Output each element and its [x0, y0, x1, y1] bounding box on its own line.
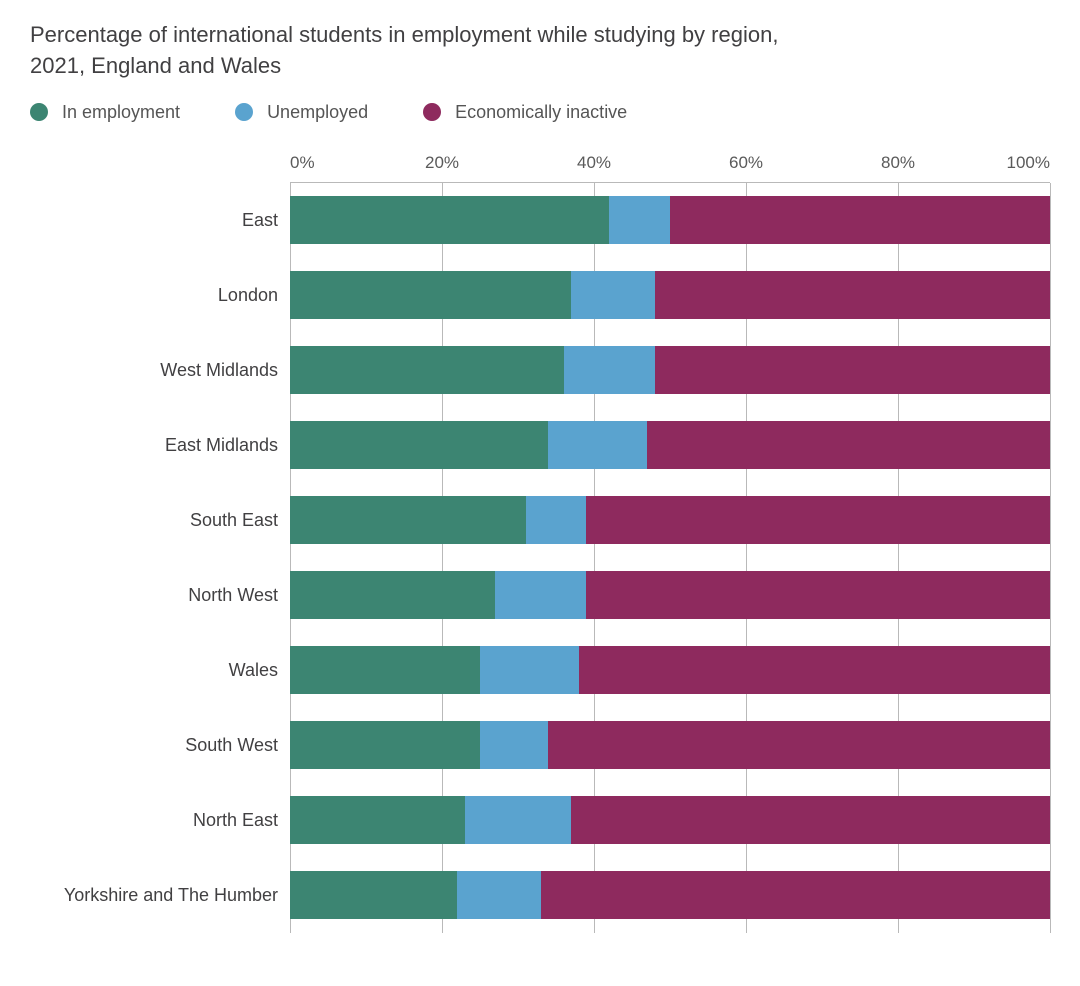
bar-segment-in_employment	[290, 571, 495, 619]
x-axis-tick-label: 0%	[290, 153, 315, 173]
bar-row	[290, 333, 1050, 408]
region-label: Wales	[30, 633, 290, 708]
stacked-bar	[290, 721, 1050, 769]
bar-segment-unemployed	[609, 196, 670, 244]
bar-segment-econ_inactive	[670, 196, 1050, 244]
legend-item-in-employment: In employment	[30, 102, 180, 123]
bar-row	[290, 558, 1050, 633]
bar-segment-econ_inactive	[579, 646, 1050, 694]
legend-swatch-icon	[30, 103, 48, 121]
bar-segment-unemployed	[480, 721, 548, 769]
bar-segment-unemployed	[571, 271, 655, 319]
bar-segment-unemployed	[465, 796, 571, 844]
bar-segment-unemployed	[526, 496, 587, 544]
legend: In employment Unemployed Economically in…	[30, 102, 1050, 123]
legend-label: Unemployed	[267, 102, 368, 123]
stacked-bar	[290, 271, 1050, 319]
region-label: North West	[30, 558, 290, 633]
bar-row	[290, 633, 1050, 708]
bar-segment-econ_inactive	[541, 871, 1050, 919]
gridline	[1050, 183, 1051, 933]
legend-item-unemployed: Unemployed	[235, 102, 368, 123]
bar-segment-unemployed	[548, 421, 647, 469]
stacked-bar	[290, 496, 1050, 544]
bar-segment-econ_inactive	[647, 421, 1050, 469]
bar-segment-in_employment	[290, 196, 609, 244]
legend-swatch-icon	[235, 103, 253, 121]
bar-segment-unemployed	[457, 871, 541, 919]
chart-title: Percentage of international students in …	[30, 20, 810, 82]
legend-label: Economically inactive	[455, 102, 627, 123]
stacked-bar	[290, 871, 1050, 919]
region-label: South East	[30, 483, 290, 558]
bar-segment-in_employment	[290, 646, 480, 694]
bar-segment-in_employment	[290, 796, 465, 844]
bar-segment-econ_inactive	[548, 721, 1050, 769]
bar-segment-econ_inactive	[586, 571, 1050, 619]
stacked-bar	[290, 196, 1050, 244]
bar-segment-in_employment	[290, 421, 548, 469]
legend-item-econ-inactive: Economically inactive	[423, 102, 627, 123]
bar-segment-econ_inactive	[571, 796, 1050, 844]
bar-segment-econ_inactive	[655, 346, 1050, 394]
legend-label: In employment	[62, 102, 180, 123]
x-axis-tick-label: 100%	[1007, 153, 1050, 173]
region-label: South West	[30, 708, 290, 783]
bar-segment-econ_inactive	[586, 496, 1050, 544]
stacked-bar	[290, 571, 1050, 619]
chart: 0% 20% 40% 60% 80% 100% EastLondonWest Midlan…	[30, 153, 1050, 933]
bar-row	[290, 858, 1050, 933]
bar-row	[290, 183, 1050, 258]
bar-row	[290, 783, 1050, 858]
region-label: North East	[30, 783, 290, 858]
region-label: East Midlands	[30, 408, 290, 483]
bar-segment-unemployed	[480, 646, 579, 694]
x-axis-tick-label: 40%	[577, 153, 611, 173]
stacked-bar	[290, 421, 1050, 469]
stacked-bar	[290, 796, 1050, 844]
bar-row	[290, 258, 1050, 333]
legend-swatch-icon	[423, 103, 441, 121]
bar-row	[290, 708, 1050, 783]
bar-segment-in_employment	[290, 271, 571, 319]
stacked-bar	[290, 646, 1050, 694]
x-axis-tick-label: 20%	[425, 153, 459, 173]
x-axis-tick-label: 80%	[881, 153, 915, 173]
stacked-bar	[290, 346, 1050, 394]
x-axis-tick-label: 60%	[729, 153, 763, 173]
bar-segment-in_employment	[290, 721, 480, 769]
bar-segment-unemployed	[564, 346, 655, 394]
region-label: West Midlands	[30, 333, 290, 408]
bar-row	[290, 408, 1050, 483]
bar-segment-in_employment	[290, 871, 457, 919]
bar-segment-econ_inactive	[655, 271, 1050, 319]
bar-segment-unemployed	[495, 571, 586, 619]
region-label: London	[30, 258, 290, 333]
bar-segment-in_employment	[290, 496, 526, 544]
bar-segment-in_employment	[290, 346, 564, 394]
region-label: East	[30, 183, 290, 258]
x-axis: 0% 20% 40% 60% 80% 100%	[30, 153, 1050, 183]
bar-row	[290, 483, 1050, 558]
region-label: Yorkshire and The Humber	[30, 858, 290, 933]
